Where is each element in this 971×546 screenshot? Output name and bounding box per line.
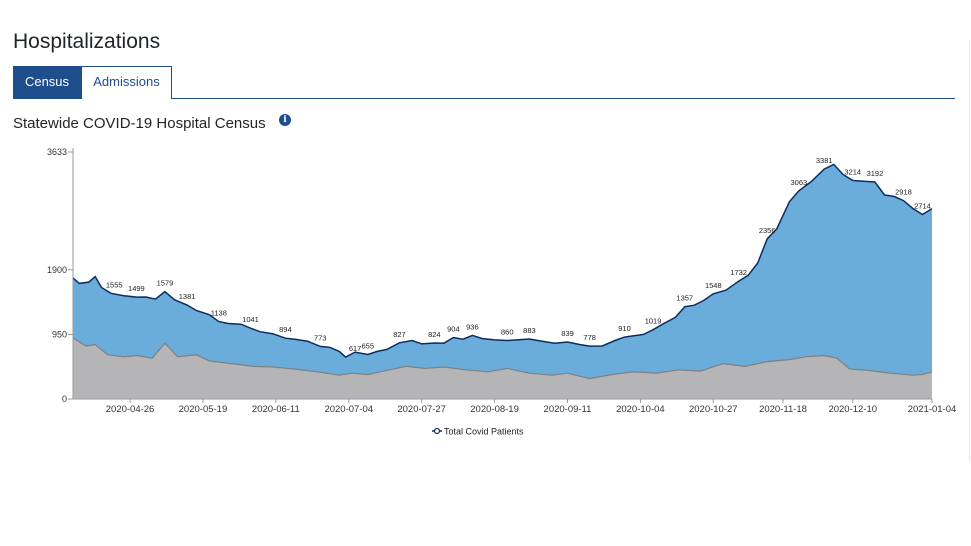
data-label: 910 [618,324,631,333]
data-label: 778 [583,333,596,342]
total-covid-patients-area [73,164,932,399]
data-label: 839 [561,329,574,338]
chart-title: Statewide COVID-19 Hospital Census [13,115,266,132]
x-tick-label: 2020-08-19 [470,404,519,415]
chart-axes: 0 950 1900 3633 2020-04-26 2020-05-19 2020-06-… [47,147,956,415]
tab-admissions[interactable]: Admissions [81,66,172,99]
y-tick-label: 0 [62,394,67,404]
total-covid-patients-line [72,163,933,359]
data-label: 1041 [242,315,259,324]
tab-bar: Census Admissions [13,66,955,99]
data-label: 827 [393,330,406,339]
legend-label[interactable]: Total Covid Patients [444,427,524,437]
x-tick-label: 2020-05-19 [179,404,228,415]
info-icon[interactable]: i [279,114,291,126]
data-label: 936 [466,322,479,331]
scrollbar-track [969,40,970,460]
tab-census[interactable]: Census [13,66,81,98]
data-label: 1381 [179,292,196,301]
y-tick-label: 3633 [47,147,67,157]
data-label: 3192 [867,169,884,178]
data-label: 2714 [914,201,931,210]
data-label: 1579 [157,279,174,288]
data-label: 824 [428,330,441,339]
data-label: 2356 [759,226,776,235]
data-label: 2918 [895,188,912,197]
page-title: Hospitalizations [13,30,161,53]
x-tick-label: 2020-10-27 [689,404,738,415]
chart-legend: Total Covid Patients [432,427,524,437]
x-tick-label: 2020-07-04 [324,404,373,415]
x-tick-label: 2020-11-18 [759,404,807,415]
x-tick-label: 2020-04-26 [106,404,155,415]
data-label: 3214 [844,167,861,176]
chart-data-labels: 1555 1499 1579 1381 1138 1041 894 773 617 655 827 8… [106,156,931,353]
data-label: 904 [447,325,460,334]
data-label: 773 [314,333,327,342]
data-label: 860 [501,328,514,337]
x-tick-label: 2020-10-04 [616,404,665,415]
x-tick-label: 2021-01-04 [908,404,957,415]
y-tick-label: 1900 [47,265,67,275]
lower-series-line [72,337,933,380]
legend-swatch-marker [433,427,441,435]
data-label: 1732 [730,268,747,277]
data-label: 1548 [705,281,722,290]
data-label: 3381 [816,156,833,165]
data-label: 3063 [791,178,808,187]
lower-series-area [73,337,932,399]
y-tick-label: 950 [52,329,67,339]
data-label: 1019 [645,317,662,326]
x-tick-label: 2020-09-11 [544,404,592,415]
data-label: 617 [349,344,362,353]
data-label: 1555 [106,280,123,289]
chart-areas [72,163,933,399]
x-tick-label: 2020-06-11 [252,404,300,415]
x-tick-label: 2020-12-10 [828,404,877,415]
data-label: 1357 [676,294,693,303]
x-tick-label: 2020-07-27 [397,404,446,415]
data-label: 655 [362,341,375,350]
data-label: 894 [279,325,292,334]
data-label: 1138 [211,309,227,318]
data-label: 1499 [128,284,145,293]
data-label: 883 [523,326,536,335]
